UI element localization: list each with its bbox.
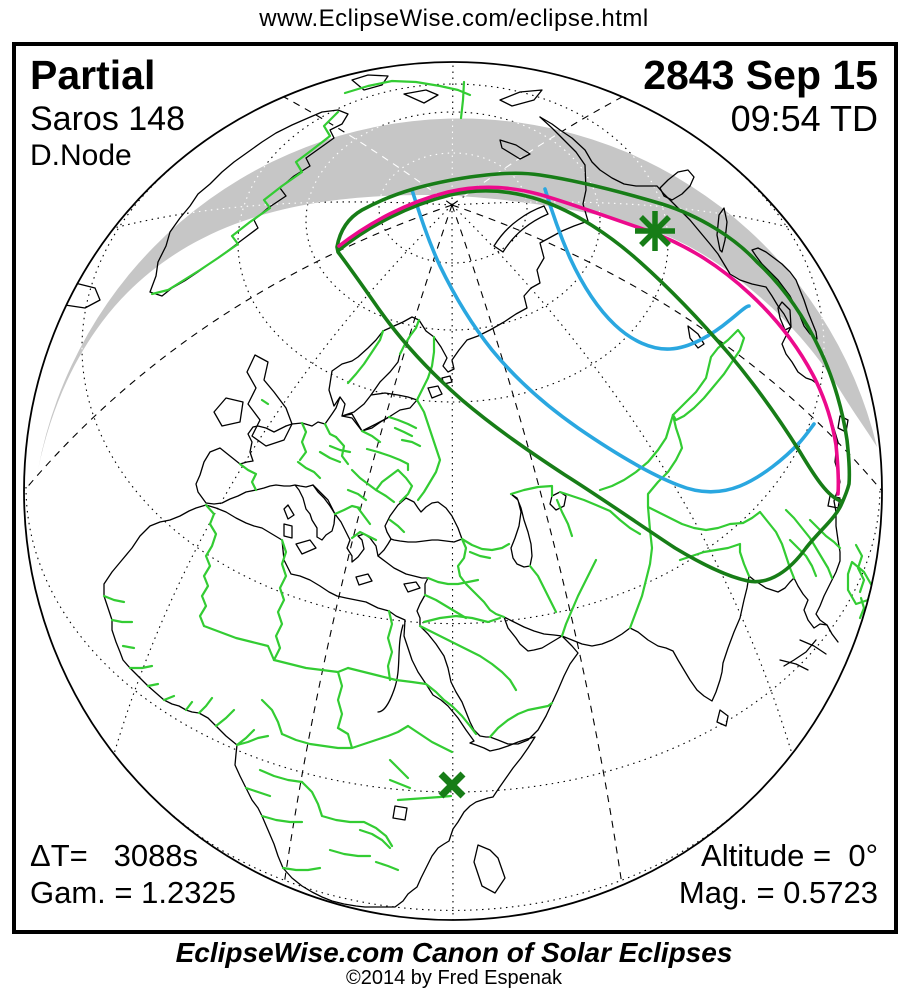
- eclipse-type-label: Partial: [30, 52, 156, 98]
- subsolar-point-marker-icon: [438, 771, 466, 799]
- rise-set-curve-east: [543, 187, 751, 351]
- greatest-eclipse-marker-icon: [635, 211, 675, 251]
- eclipse-time-label: 09:54 TD: [730, 98, 878, 139]
- center-limit-curve: [337, 185, 841, 496]
- penumbra-inner-curve: [337, 189, 843, 503]
- footer-copyright: ©2014 by Fred Espenak: [346, 967, 562, 989]
- coastlines: [54, 74, 849, 908]
- rise-set-curve-west: [410, 188, 816, 494]
- globe-limb: [23, 61, 883, 921]
- globe-disc: [24, 62, 882, 920]
- saros-label: Saros 148: [30, 100, 185, 138]
- country-borders: [102, 79, 874, 872]
- magnitude-value: Mag. = 0.5723: [678, 875, 878, 910]
- eclipse-curves: [335, 171, 852, 799]
- node-label: D.Node: [30, 139, 132, 172]
- delta-t-value: ΔT= 3088s: [30, 838, 199, 873]
- footer-title: EclipseWise.com Canon of Solar Eclipses: [175, 937, 733, 968]
- eclipse-date-label: 2843 Sep 15: [643, 52, 878, 98]
- page-url-header: www.EclipseWise.com/eclipse.html: [259, 5, 649, 32]
- gamma-value: Gam. = 1.2325: [30, 875, 236, 910]
- penumbra-outline: [335, 171, 852, 584]
- altitude-value: Altitude = 0°: [701, 838, 878, 873]
